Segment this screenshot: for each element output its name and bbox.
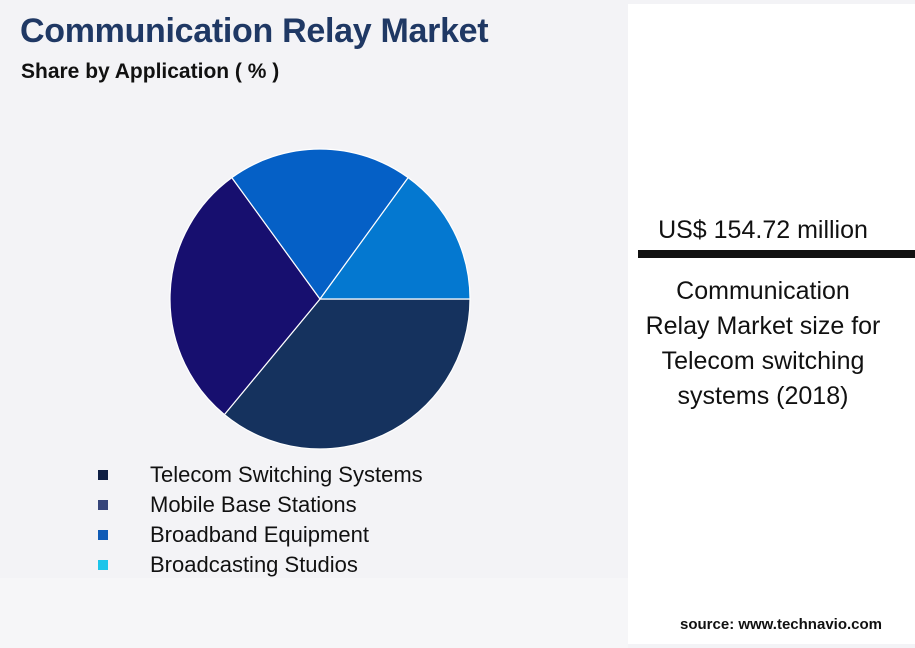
legend-item: Broadband Equipment xyxy=(98,520,423,550)
market-description: Communication Relay Market size for Tele… xyxy=(645,277,881,410)
legend-item: Broadcasting Studios xyxy=(98,550,423,580)
legend-swatch xyxy=(98,500,108,510)
legend-item: Telecom Switching Systems xyxy=(98,460,423,490)
legend-label: Broadcasting Studios xyxy=(150,552,358,577)
pie-slice-telecom-switching-systems xyxy=(223,298,471,450)
legend-label: Broadband Equipment xyxy=(150,522,369,547)
legend-label: Mobile Base Stations xyxy=(150,492,357,517)
legend-label: Telecom Switching Systems xyxy=(150,462,423,487)
legend-item: Mobile Base Stations xyxy=(98,490,423,520)
market-value: US$ 154.72 million xyxy=(658,216,868,244)
chart-panel xyxy=(0,0,628,648)
legend-swatch xyxy=(98,470,108,480)
chart-legend: Telecom Switching Systems Mobile Base Sta… xyxy=(98,460,423,580)
pie-slice-mobile-base-stations xyxy=(169,176,321,416)
legend-swatch xyxy=(98,530,108,540)
pie-slice-broadband-equipment xyxy=(230,148,410,301)
summary-panel: US$ 154.72 million Communication Relay M… xyxy=(628,4,915,644)
source-credit: source: www.technavio.com xyxy=(680,616,882,633)
pie-chart xyxy=(169,148,471,450)
legend-swatch xyxy=(98,560,108,570)
chart-subtitle: Share by Application ( % ) xyxy=(21,60,280,83)
pie-slice-broadcasting-studios xyxy=(318,176,471,300)
chart-title: Communication Relay Market xyxy=(20,12,489,50)
chart-panel-footer xyxy=(0,578,628,648)
divider xyxy=(638,250,915,258)
